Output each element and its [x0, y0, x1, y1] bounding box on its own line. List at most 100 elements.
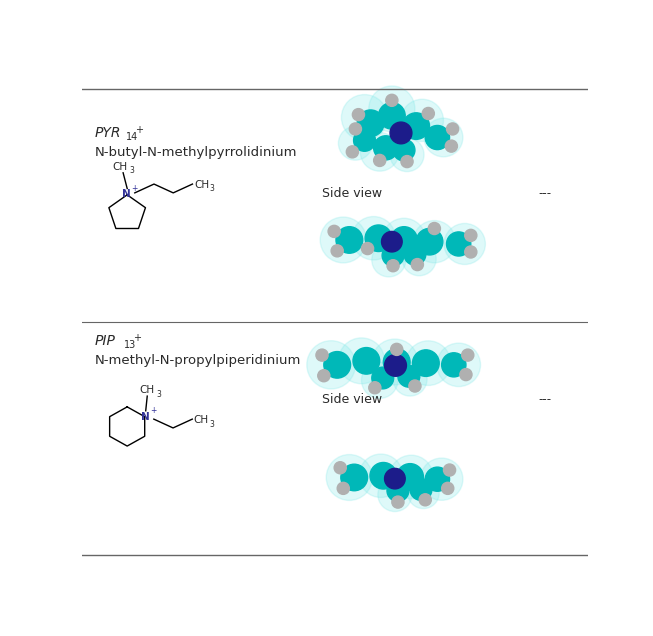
Text: Side view: Side view — [323, 393, 383, 406]
Ellipse shape — [441, 482, 454, 494]
Ellipse shape — [331, 245, 343, 257]
Ellipse shape — [444, 223, 485, 265]
Ellipse shape — [369, 382, 381, 394]
Ellipse shape — [385, 354, 406, 377]
Ellipse shape — [445, 140, 458, 152]
Ellipse shape — [425, 467, 449, 491]
Ellipse shape — [404, 244, 426, 265]
Ellipse shape — [385, 468, 406, 489]
Ellipse shape — [374, 155, 386, 167]
Ellipse shape — [416, 228, 443, 255]
Ellipse shape — [370, 462, 397, 489]
Ellipse shape — [372, 339, 418, 385]
Ellipse shape — [390, 122, 412, 144]
Text: 14: 14 — [125, 132, 138, 142]
Ellipse shape — [352, 216, 396, 260]
Text: CH: CH — [194, 415, 209, 425]
Ellipse shape — [349, 123, 362, 135]
Ellipse shape — [324, 352, 351, 378]
Ellipse shape — [346, 146, 358, 158]
Ellipse shape — [390, 226, 417, 253]
Ellipse shape — [393, 363, 427, 396]
Ellipse shape — [372, 367, 394, 389]
Ellipse shape — [387, 480, 409, 502]
Text: Side view: Side view — [323, 188, 383, 200]
Ellipse shape — [428, 223, 440, 235]
Ellipse shape — [360, 132, 399, 171]
Text: N-butyl-N-methylpyrrolidinium: N-butyl-N-methylpyrrolidinium — [94, 146, 296, 159]
Ellipse shape — [378, 478, 412, 511]
Text: 3: 3 — [129, 167, 134, 176]
Ellipse shape — [353, 130, 375, 151]
Ellipse shape — [393, 139, 415, 161]
Ellipse shape — [362, 362, 398, 398]
Ellipse shape — [382, 218, 426, 261]
Ellipse shape — [338, 127, 372, 160]
Ellipse shape — [372, 243, 406, 277]
Ellipse shape — [390, 138, 424, 172]
Ellipse shape — [460, 368, 472, 380]
Text: PYR: PYR — [94, 126, 121, 140]
Text: N-methyl-N-propylpiperidinium: N-methyl-N-propylpiperidinium — [94, 354, 300, 367]
Text: +: + — [133, 333, 141, 343]
Text: N: N — [122, 189, 131, 199]
Ellipse shape — [336, 226, 362, 253]
Ellipse shape — [465, 230, 477, 242]
Ellipse shape — [341, 464, 368, 491]
Text: CH: CH — [140, 385, 155, 395]
Text: 3: 3 — [209, 184, 214, 193]
Ellipse shape — [389, 455, 433, 499]
Text: N: N — [140, 411, 150, 422]
Ellipse shape — [316, 349, 328, 361]
Ellipse shape — [382, 245, 404, 266]
Text: PIP: PIP — [94, 334, 115, 348]
Ellipse shape — [353, 347, 379, 374]
Ellipse shape — [392, 496, 404, 508]
Ellipse shape — [357, 110, 384, 137]
Text: +: + — [150, 406, 156, 415]
Ellipse shape — [447, 123, 458, 135]
Ellipse shape — [443, 464, 456, 476]
Text: 3: 3 — [156, 390, 161, 399]
Ellipse shape — [413, 350, 439, 377]
Ellipse shape — [411, 259, 423, 270]
Ellipse shape — [419, 494, 432, 506]
Ellipse shape — [318, 370, 330, 382]
Ellipse shape — [401, 156, 413, 168]
Ellipse shape — [410, 479, 432, 501]
Text: CH: CH — [112, 162, 127, 172]
Ellipse shape — [390, 343, 403, 356]
Ellipse shape — [424, 118, 463, 157]
Ellipse shape — [326, 455, 372, 501]
Ellipse shape — [447, 232, 471, 256]
Ellipse shape — [359, 454, 403, 497]
Ellipse shape — [334, 462, 346, 474]
Ellipse shape — [365, 225, 392, 251]
Ellipse shape — [425, 125, 449, 149]
Text: ---: --- — [538, 393, 551, 406]
Ellipse shape — [441, 353, 466, 377]
Text: +: + — [131, 184, 138, 193]
Ellipse shape — [421, 458, 463, 501]
Ellipse shape — [465, 246, 477, 258]
Ellipse shape — [406, 341, 451, 385]
Ellipse shape — [437, 343, 481, 387]
Ellipse shape — [338, 338, 385, 384]
Ellipse shape — [381, 232, 402, 252]
Ellipse shape — [402, 242, 436, 276]
Ellipse shape — [413, 221, 456, 263]
Text: 13: 13 — [123, 340, 136, 350]
Ellipse shape — [362, 242, 374, 254]
Text: CH: CH — [194, 180, 209, 190]
Ellipse shape — [409, 380, 421, 392]
Ellipse shape — [401, 99, 443, 141]
Ellipse shape — [387, 259, 399, 272]
Ellipse shape — [307, 341, 355, 389]
Ellipse shape — [397, 464, 423, 490]
Ellipse shape — [342, 95, 388, 141]
Ellipse shape — [407, 477, 439, 509]
Ellipse shape — [328, 225, 340, 237]
Ellipse shape — [369, 86, 415, 132]
Ellipse shape — [379, 102, 406, 129]
Ellipse shape — [462, 349, 474, 361]
